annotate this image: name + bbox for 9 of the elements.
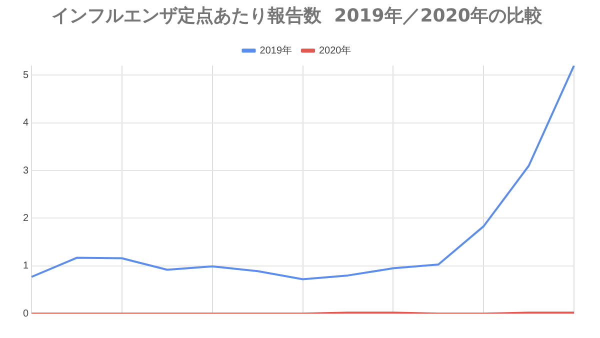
y-tick-label: 0 — [23, 308, 29, 320]
y-tick-label: 5 — [23, 70, 29, 81]
y-tick-label: 3 — [23, 165, 29, 176]
y-tick-label: 2 — [23, 212, 29, 224]
legend-label: 2020年 — [319, 44, 352, 56]
y-tick-label: 4 — [23, 118, 29, 129]
legend-label: 2019年 — [260, 44, 292, 56]
chart-title: インフルエンザ定点あたり報告数 2019年／2020年の比較 — [52, 5, 544, 26]
y-tick-label: 1 — [23, 260, 29, 272]
